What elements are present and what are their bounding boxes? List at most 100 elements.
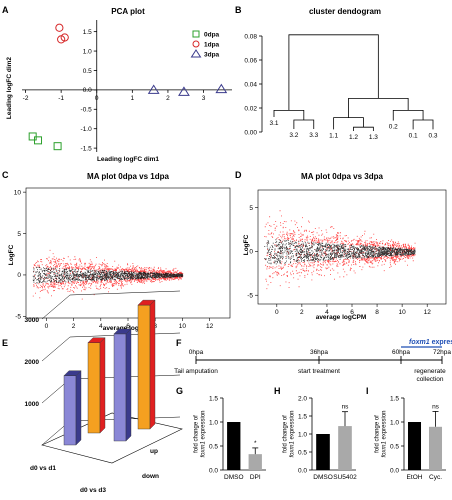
e-group-label: d0 vs d3	[80, 487, 106, 494]
pca-point-3dpa	[215, 83, 228, 94]
e-bar-side	[125, 328, 132, 442]
pca-title: PCA plot	[111, 7, 145, 16]
foxm1-su5402-bar-chart: 0.0 0.5 1.0 1.5 2.0 fold change offoxm1 expre…	[283, 395, 358, 481]
i-category-label: Cyc.	[429, 474, 442, 481]
ma-y-tick-label: -5	[247, 293, 253, 300]
ma-plot-0dpa-vs-3dpa: MA plot 0dpa vs 3dpa average logCPM LogF…	[243, 172, 447, 321]
g-ylabel-suffix: expression	[201, 410, 207, 441]
dendrogram-leaf-label: 1.2	[349, 134, 358, 141]
ma-x-tick-label: 12	[206, 323, 214, 330]
ma1-xlabel: average logCPM	[103, 325, 154, 332]
expression-suffix: expression	[430, 339, 452, 346]
pca-x-tick-label: 0	[95, 95, 99, 102]
pca-legend-label: 0dpa	[204, 32, 220, 39]
ma3-xlabel: average logCPM	[316, 314, 367, 321]
pca-legend-marker	[190, 49, 202, 58]
g-y-tick-label: 0.5	[209, 443, 218, 450]
h-ylabel-line1: fold change of	[283, 415, 289, 453]
pca-x-tick-label: -2	[23, 95, 29, 102]
pca-x-tick-label: -1	[58, 95, 64, 102]
foxm1-dpi-bar-chart: 0.0 0.5 1.0 1.5 fold change offoxm1 expressi…	[194, 395, 266, 481]
panel-label-f: F	[176, 338, 182, 348]
pca-point-0dpa	[53, 142, 62, 151]
g-y-tick-label: 0.0	[209, 467, 218, 474]
dendrogram-link	[348, 98, 409, 118]
pca-legend-label: 3dpa	[204, 52, 220, 59]
e-bar-top	[87, 337, 106, 343]
ma-x-tick-label: 2	[300, 309, 304, 316]
i-ylabel-suffix: expression	[382, 410, 388, 441]
ma-x-tick-label: 6	[350, 309, 354, 316]
ma-significant-genes	[32, 249, 184, 300]
dendrogram-leaf-label: 1.3	[369, 134, 378, 141]
panel-label-c: C	[2, 170, 9, 180]
g-ylabel-gene: foxm1	[201, 441, 207, 457]
h-bar	[338, 426, 352, 470]
pca-point-1dpa	[55, 23, 64, 32]
ma-x-tick-label: 4	[325, 309, 329, 316]
ma-x-tick-label: 12	[424, 309, 432, 316]
g-category-label: DMSO	[224, 474, 244, 481]
ma-x-tick-label: 0	[275, 309, 279, 316]
expression-gene: foxm1	[409, 339, 430, 346]
dendrogram-link	[392, 110, 424, 121]
e-bar-side	[149, 299, 156, 430]
dendrogram-y-tick-label: 0.02	[244, 105, 257, 112]
i-ylabel: fold change offoxm1 expression	[375, 410, 388, 457]
ma1-title: MA plot 0dpa vs 1dpa	[87, 172, 169, 181]
pca-y-tick-label: -1.0	[81, 126, 93, 133]
i-y-tick-label: 1.5	[390, 395, 399, 402]
panel-label-b: B	[235, 5, 242, 15]
h-y-tick-label: 2.0	[298, 395, 307, 402]
cluster-dendrogram: cluster dendogram 0.00 0.02 0.04 0.06 0.08 3.…	[244, 7, 438, 141]
ma-nonsignificant-genes	[32, 267, 184, 284]
dendrogram-title: cluster dendogram	[309, 7, 381, 16]
g-ylabel: fold change offoxm1 expression	[194, 410, 207, 457]
deg-count-3d-bar-chart: 1000 2000 3000 d0 vs d1 d0 vs d3 up down	[25, 290, 183, 494]
ma-x-tick-label: 10	[399, 309, 407, 316]
e-bar-top	[137, 299, 156, 306]
dendrogram-link	[273, 110, 305, 120]
e-floor	[41, 412, 183, 464]
pca-x-tick-label: 3	[202, 95, 206, 102]
e-depth-label: down	[142, 473, 159, 480]
dendrogram-leaf-label: 0.2	[389, 124, 398, 131]
panel-label-h: H	[274, 386, 281, 396]
e-depth-label: up	[150, 448, 158, 455]
dendrogram-link	[412, 119, 434, 130]
ma3-title: MA plot 0dpa vs 3dpa	[301, 172, 383, 181]
g-y-tick-label: 1.0	[209, 419, 218, 426]
e-y-tick-label: 3000	[25, 317, 40, 324]
i-y-tick-label: 0.5	[390, 443, 399, 450]
h-y-tick-label: 1.0	[298, 431, 307, 438]
ma-x-tick-label: 6	[126, 323, 130, 330]
e-bar-top	[63, 370, 82, 376]
ma-x-tick-label: 4	[99, 323, 103, 330]
ma-x-tick-label: 0	[45, 323, 49, 330]
pca-point-3dpa	[147, 84, 160, 94]
panel-label-d: D	[235, 170, 242, 180]
h-ylabel-line2: foxm1 expression	[290, 410, 296, 457]
ma-y-tick-label: 5	[17, 231, 21, 238]
timeline-event-label: regenerate	[414, 368, 446, 375]
dendrogram-leaf-label: 3.1	[269, 120, 278, 127]
ma-y-tick-label: 5	[249, 205, 253, 212]
ma-significant-genes	[264, 210, 416, 290]
h-bar	[316, 434, 330, 470]
pca-y-tick-label: 1.5	[83, 29, 92, 36]
e-grid-line	[41, 374, 181, 404]
ma-y-tick-label: 0	[17, 272, 21, 279]
dendrogram-leaf-label: 3.2	[289, 132, 298, 139]
e-bar-top	[113, 328, 132, 335]
i-ylabel-line2: foxm1 expression	[382, 410, 388, 457]
pca-y-tick-label: -1.5	[81, 145, 93, 152]
ma-nonsignificant-genes	[264, 239, 416, 265]
pca-y-tick-label: 0.5	[83, 68, 92, 75]
g-category-label: DPI	[250, 474, 261, 481]
g-bar	[248, 454, 262, 470]
dendrogram-y-tick-label: 0.06	[244, 57, 257, 64]
g-ylabel-line1: fold change of	[194, 415, 200, 453]
pca-legend-marker	[192, 40, 200, 48]
pca-y-tick-label: 0.0	[83, 87, 92, 94]
g-bar	[227, 422, 241, 470]
